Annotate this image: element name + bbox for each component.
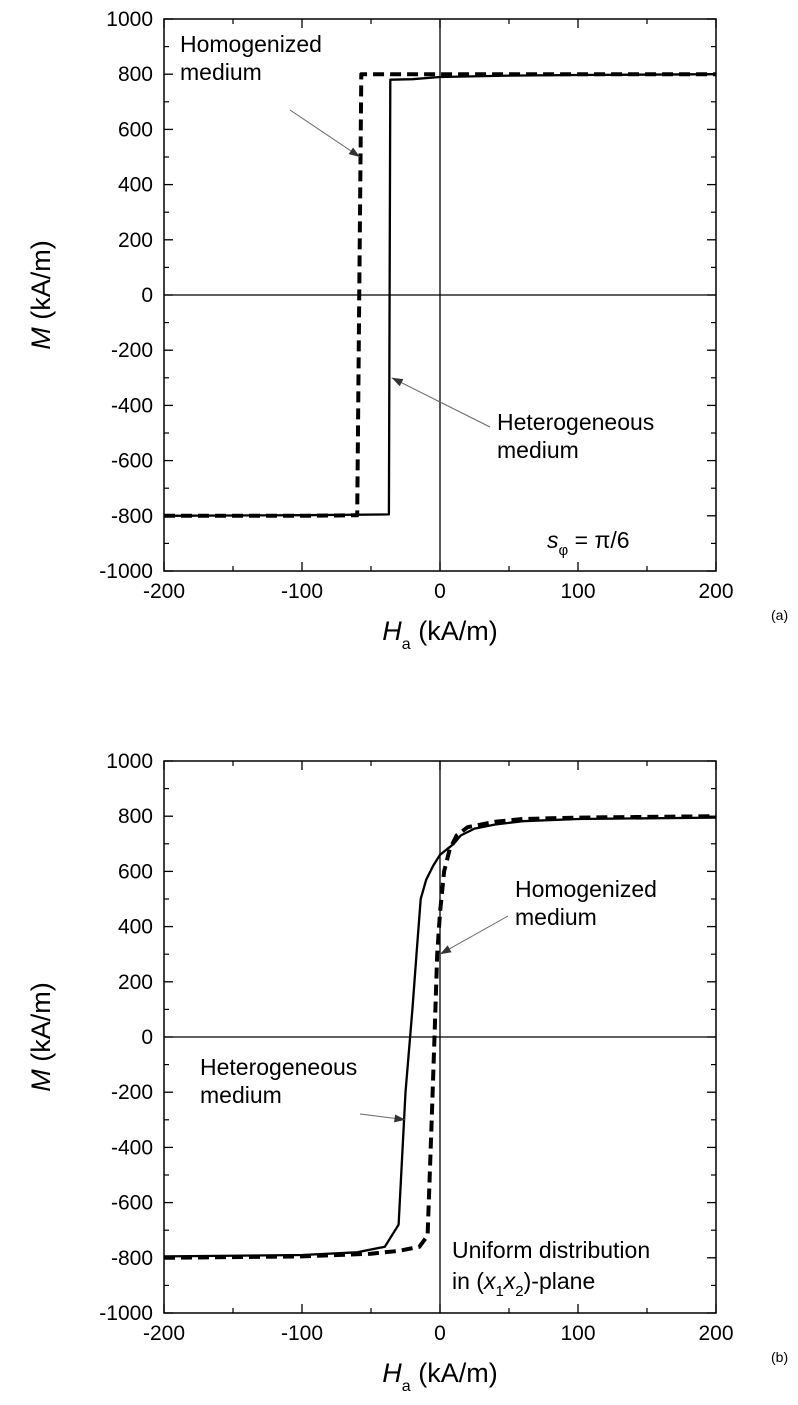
annotation-text: medium xyxy=(180,59,262,85)
y-tick-label: -400 xyxy=(111,394,153,417)
panel-label: (a) xyxy=(771,607,788,623)
y-tick-label: 0 xyxy=(141,284,153,307)
y-tick-label: -1000 xyxy=(99,1302,153,1325)
x-tick-label: 200 xyxy=(698,580,733,603)
annotation-arrowhead xyxy=(391,377,404,387)
y-tick-label: 1000 xyxy=(106,750,153,773)
annotation-text: medium xyxy=(515,904,597,930)
annotation-parameter: sφ = π/6 xyxy=(547,527,630,559)
x-tick-label: -200 xyxy=(143,580,185,603)
y-tick-label: 1000 xyxy=(106,8,153,31)
annotation-arrowhead xyxy=(440,945,452,955)
annotation-text: Heterogeneous xyxy=(200,1054,357,1080)
annotation-arrow-line xyxy=(289,109,361,158)
x-axis-label: Ha (kA/m) xyxy=(382,1358,497,1395)
y-tick-label: 200 xyxy=(118,971,153,994)
panel-label: (b) xyxy=(771,1349,788,1365)
annotation-text: Homogenized xyxy=(180,31,322,57)
x-tick-label: 0 xyxy=(434,580,446,603)
series-line-solid xyxy=(163,816,717,1258)
y-tick-label: -200 xyxy=(111,1081,153,1104)
series-line-solid xyxy=(163,73,717,517)
y-tick-label: -200 xyxy=(111,339,153,362)
series-line-dashed xyxy=(163,814,717,1260)
annotation-arrowhead xyxy=(394,1114,406,1123)
y-tick-label: -800 xyxy=(111,1247,153,1270)
annotation-arrow-line xyxy=(391,377,491,428)
annotation-text: medium xyxy=(497,437,579,463)
y-tick-label: -600 xyxy=(111,450,153,473)
annotation-text: Uniform distribution xyxy=(452,1237,650,1263)
annotation-text: Homogenized xyxy=(515,876,657,902)
y-tick-label: 800 xyxy=(118,805,153,828)
chart-panel-b: -200 -100 0 100 200-1000-800-600-400-2000200… xyxy=(26,750,788,1395)
y-tick-label: -1000 xyxy=(99,560,153,583)
y-axis-label: M (kA/m) xyxy=(26,240,56,350)
y-tick-label: 600 xyxy=(118,860,153,883)
annotation-arrow-line xyxy=(439,915,509,955)
y-axis-label: M (kA/m) xyxy=(26,982,56,1092)
y-tick-label: 0 xyxy=(141,1026,153,1049)
y-tick-label: -800 xyxy=(111,505,153,528)
y-tick-label: 600 xyxy=(118,118,153,141)
x-tick-label: 200 xyxy=(698,1322,733,1345)
annotation-arrowhead xyxy=(348,147,360,157)
y-tick-label: 200 xyxy=(118,229,153,252)
y-tick-label: 400 xyxy=(118,916,153,939)
annotation-text: medium xyxy=(200,1082,282,1108)
annotation-text: Heterogeneous xyxy=(497,409,654,435)
x-tick-label: 100 xyxy=(560,1322,595,1345)
x-tick-label: -100 xyxy=(281,580,323,603)
x-tick-label: -100 xyxy=(281,1322,323,1345)
x-axis-label: Ha (kA/m) xyxy=(382,616,497,653)
x-tick-label: 0 xyxy=(434,1322,446,1345)
series-line-dashed xyxy=(164,72,716,518)
x-tick-label: 100 xyxy=(560,580,595,603)
y-tick-label: -600 xyxy=(111,1192,153,1215)
y-tick-label: -400 xyxy=(111,1136,153,1159)
annotation-text: in (x1x2)-plane xyxy=(452,1268,595,1300)
y-tick-label: 400 xyxy=(118,174,153,197)
x-tick-label: -200 xyxy=(143,1322,185,1345)
chart-panel-a: -200 -100 0 100 200-1000-800-600-400-2000200… xyxy=(26,8,788,653)
y-tick-label: 800 xyxy=(118,63,153,86)
